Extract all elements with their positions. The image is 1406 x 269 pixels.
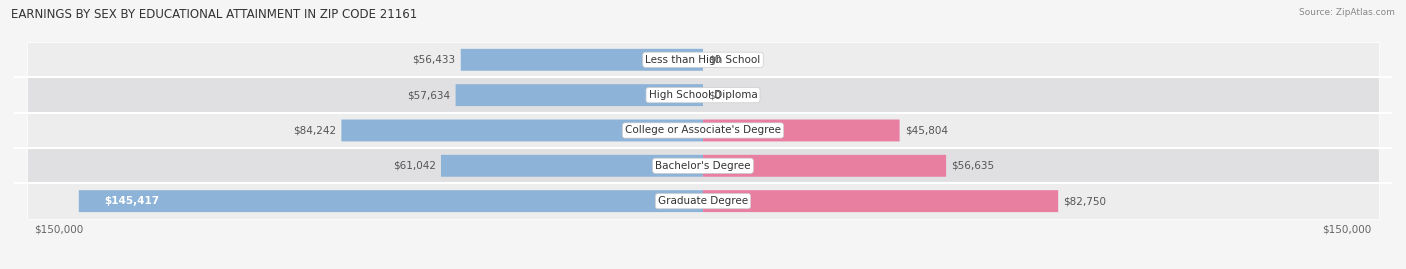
FancyBboxPatch shape [456,84,703,106]
FancyBboxPatch shape [703,119,900,141]
Text: $56,635: $56,635 [952,161,994,171]
FancyBboxPatch shape [79,190,703,212]
FancyBboxPatch shape [27,77,1379,113]
FancyBboxPatch shape [461,49,703,71]
Text: College or Associate's Degree: College or Associate's Degree [626,125,780,136]
FancyBboxPatch shape [27,42,1379,77]
Text: $0: $0 [709,90,721,100]
FancyBboxPatch shape [703,190,1059,212]
FancyBboxPatch shape [703,155,946,177]
FancyBboxPatch shape [27,113,1379,148]
Text: $45,804: $45,804 [905,125,948,136]
Text: $145,417: $145,417 [104,196,159,206]
Text: $84,242: $84,242 [292,125,336,136]
Text: Less than High School: Less than High School [645,55,761,65]
Text: $57,634: $57,634 [408,90,450,100]
Text: Source: ZipAtlas.com: Source: ZipAtlas.com [1299,8,1395,17]
FancyBboxPatch shape [27,148,1379,183]
Text: Graduate Degree: Graduate Degree [658,196,748,206]
Text: EARNINGS BY SEX BY EDUCATIONAL ATTAINMENT IN ZIP CODE 21161: EARNINGS BY SEX BY EDUCATIONAL ATTAINMEN… [11,8,418,21]
FancyBboxPatch shape [441,155,703,177]
FancyBboxPatch shape [342,119,703,141]
Text: $0: $0 [709,55,721,65]
Text: $61,042: $61,042 [392,161,436,171]
FancyBboxPatch shape [27,183,1379,219]
Text: Bachelor's Degree: Bachelor's Degree [655,161,751,171]
Text: High School Diploma: High School Diploma [648,90,758,100]
Text: $56,433: $56,433 [412,55,456,65]
Text: $82,750: $82,750 [1063,196,1107,206]
